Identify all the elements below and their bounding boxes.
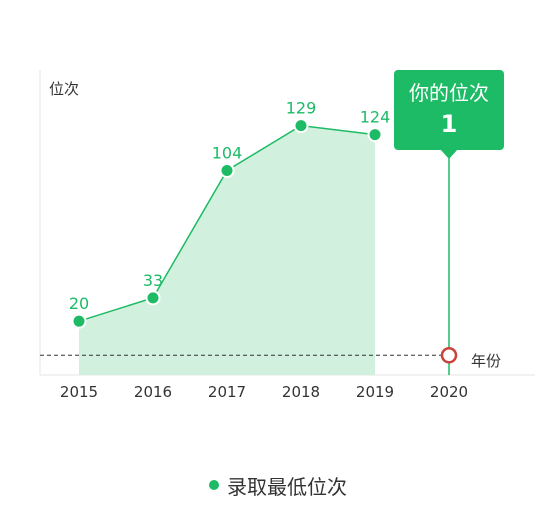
y-axis-label: 位次: [49, 80, 79, 98]
data-label: 20: [69, 294, 89, 313]
series-area: [79, 125, 375, 375]
data-point[interactable]: [367, 127, 383, 143]
highlight-point[interactable]: [440, 347, 458, 364]
legend-label: 录取最低位次: [227, 474, 347, 499]
callout-pointer: [440, 149, 458, 159]
x-tick-label: 2015: [60, 383, 98, 401]
data-point[interactable]: [219, 162, 235, 178]
legend: 录取最低位次: [0, 470, 556, 500]
x-axis-label: 年份: [471, 352, 501, 370]
data-label: 33: [143, 271, 163, 290]
x-tick-label: 2018: [282, 383, 320, 401]
x-tick-label: 2016: [134, 383, 172, 401]
x-tick-label: 2017: [208, 383, 246, 401]
data-point[interactable]: [293, 118, 309, 134]
data-label: 124: [360, 108, 391, 127]
x-tick-label: 2020: [430, 383, 468, 401]
data-point[interactable]: [71, 313, 87, 329]
callout-value: 1: [441, 110, 458, 138]
legend-marker: [209, 480, 219, 490]
data-label: 129: [286, 99, 317, 118]
data-label: 104: [212, 143, 243, 162]
data-point[interactable]: [145, 290, 161, 306]
callout-title: 你的位次: [409, 81, 489, 105]
callout-box: [394, 70, 504, 150]
x-tick-label: 2019: [356, 383, 394, 401]
